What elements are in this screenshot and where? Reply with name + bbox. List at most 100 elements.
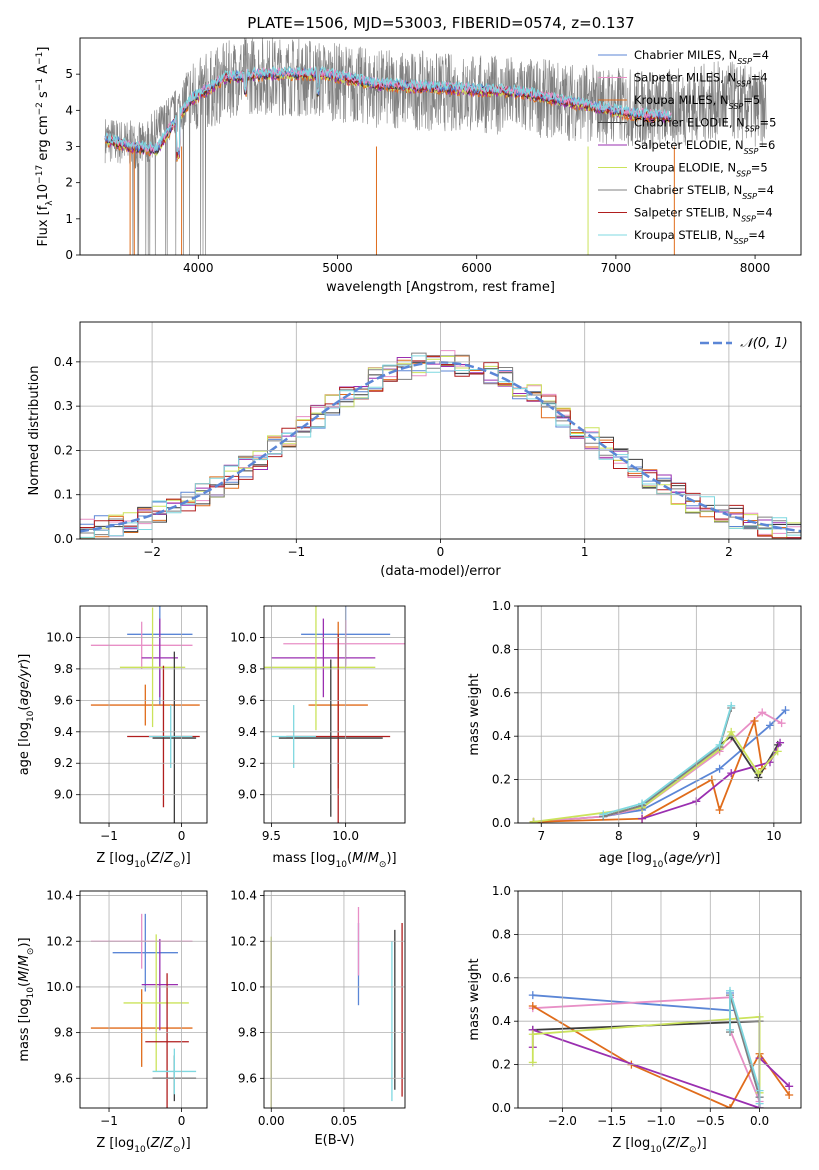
x-tick-label: 4000 [183,261,214,275]
y-tick-label: 10.2 [230,934,257,948]
mass-weight-vs-Z-marks [528,986,794,1108]
series-line [533,717,764,823]
y-tick-label: 0.8 [492,927,511,941]
data-point-marker [529,817,538,823]
y-tick-label: 0.6 [492,686,511,700]
spectrum-title: PLATE=1506, MJD=53003, FIBERID=0574, z=0… [247,14,634,32]
data-point-marker [773,747,782,756]
y-tick-label: 9.2 [54,756,73,770]
y-tick-label: 10.2 [46,934,73,948]
data-point-marker [754,769,763,778]
x-axis-label: age [log10(age/yr)] [599,851,721,870]
x-axis-label: mass [log10(M/M⊙)] [272,851,396,870]
spectrum-data-line [104,38,767,255]
legend-entry: Kroupa STELIB, NSSP=4 [634,228,765,246]
axes-frame [517,890,802,1109]
y-axis-label: Normed distribution [27,366,42,496]
x-tick-label: 2 [725,545,733,559]
y-tick-label: 10.0 [46,630,73,644]
mass-weight-vs-age-plot: 7 8 9 10 0.0 0.2 0.4 0.6 0.8 1.0 mass weight age [l… [467,599,802,870]
series-line [603,707,733,818]
series-line [533,709,787,823]
axes-frame [79,890,208,1109]
x-axis-label: (data-model)/error [380,564,501,579]
y-tick-label: 0.4 [492,729,511,743]
x-tick-label: −1 [100,829,118,843]
series-line [603,734,779,818]
legend-entry: Kroupa MILES, NSSP=5 [634,93,760,111]
y-tick-label: 2 [65,176,73,190]
x-tick-label: −1.5 [597,1114,626,1128]
data-point-marker [777,719,786,728]
x-axis-label: Z [log10(Z/Z⊙)] [612,1136,706,1155]
age-vs-mass-marks [264,606,405,823]
data-point-marker [750,717,759,726]
y-tick-label: 0.4 [54,355,73,369]
x-axis-label: Z [log10(Z/Z⊙)] [96,851,190,870]
x-tick-label: −1 [100,1114,118,1128]
x-tick-label: −2 [143,545,161,559]
y-tick-label: 9.0 [54,788,73,802]
y-tick-label: 0.2 [54,443,73,457]
y-tick-label: 10.0 [46,980,73,994]
data-point-marker [785,1090,794,1099]
mass-weight-vs-age-marks [529,701,790,823]
y-tick-label: 3 [65,140,73,154]
y-tick-label: 9.8 [238,662,257,676]
legend-entry: Salpeter STELIB, NSSP=4 [634,206,773,224]
x-tick-label: 9.5 [262,829,281,843]
y-tick-label: 9.4 [238,725,257,739]
y-tick-label: 9.2 [238,756,257,770]
mass-vs-EBV-marks [270,906,403,1108]
data-point-marker [727,727,736,736]
series-line [532,996,761,1102]
data-point-marker [715,764,724,773]
y-tick-label: 0.4 [492,1014,511,1028]
x-tick-label: 1 [581,545,589,559]
data-point-marker [776,738,785,747]
data-point-marker [528,991,537,1000]
y-axis-label: mass weight [467,958,482,1040]
data-point-marker [758,708,767,717]
model-spectrum-line [104,66,672,154]
legend-entry: Salpeter MILES, NSSP=4 [634,71,768,89]
y-tick-label: 9.6 [238,1071,257,1085]
x-tick-label: −1 [287,545,305,559]
y-tick-label: 9.8 [54,1026,73,1040]
x-tick-label: 10 [766,829,781,843]
data-point-marker [726,986,735,995]
x-tick-label: −1.0 [646,1114,675,1128]
data-point-marker [638,814,647,823]
data-point-marker [715,740,724,749]
x-tick-label: 0.05 [331,1114,358,1128]
legend-entry: Salpeter ELODIE, NSSP=6 [634,138,775,156]
data-point-marker [785,1082,794,1091]
age-vs-mass-plot: 9.5 10.0 9.0 9.2 9.4 9.6 9.8 10.0 mass [log10(M/… [230,605,406,870]
axes-frame [79,321,802,540]
y-axis-label: Flux [fλ10−17 erg cm−2 s−1 A−1] [35,47,55,247]
x-tick-label: 0.00 [258,1114,285,1128]
x-tick-label: 10.0 [332,829,359,843]
data-point-marker [727,701,736,710]
y-tick-label: 0 [65,248,73,262]
x-tick-label: 8 [615,829,623,843]
age-vs-Z-plot: −1 0 9.0 9.2 9.4 9.6 9.8 10.0 Z [log10(Z/Z⊙)] age… [17,605,208,870]
y-tick-label: 0.2 [492,773,511,787]
y-tick-label: 10.0 [230,630,257,644]
x-tick-label: 6000 [461,261,492,275]
spectrum-plot: 4000 5000 6000 7000 8000 0 1 2 3 4 5 wavelength [An… [35,37,802,295]
data-point-marker [638,799,647,808]
x-tick-label: −2.0 [548,1114,577,1128]
age-vs-Z-marks [90,606,200,823]
y-tick-label: 9.6 [238,693,257,707]
x-axis-label: Z [log10(Z/Z⊙)] [96,1136,190,1155]
residuals-plot: −2 −1 0 1 2 0.0 0.1 0.2 0.3 0.4 (data-model)/error… [27,321,802,579]
y-tick-label: 9.8 [54,662,73,676]
series-line [532,992,761,1098]
axes-frame [79,37,802,256]
axes-frame [79,605,208,824]
x-tick-label: 8000 [740,261,771,275]
legend-entry: 𝒩(0, 1) [740,336,787,351]
axes-frame [517,605,802,824]
